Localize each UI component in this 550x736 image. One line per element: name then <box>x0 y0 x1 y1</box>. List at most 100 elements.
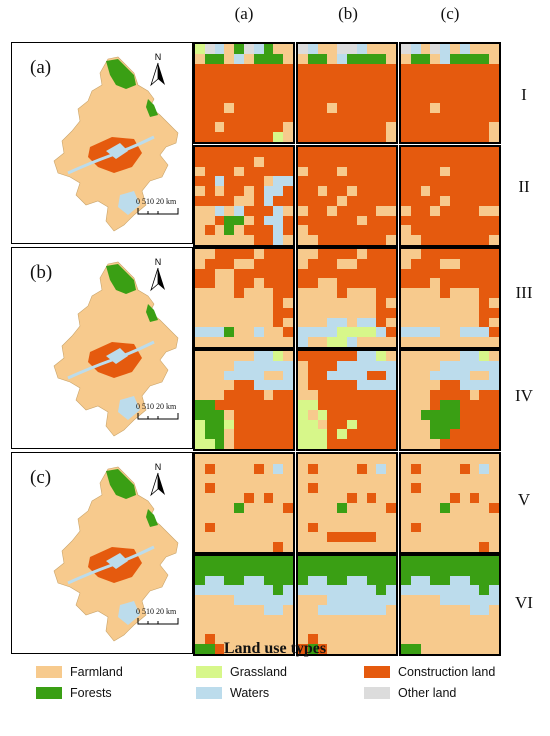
land-cell <box>253 225 264 236</box>
land-cell <box>459 634 470 645</box>
land-cell <box>386 585 396 596</box>
land-cell <box>273 44 284 54</box>
land-cell <box>298 439 308 449</box>
land-cell <box>366 390 377 400</box>
land-cell <box>450 249 460 259</box>
land-cell <box>253 258 264 269</box>
land-cell <box>195 565 205 576</box>
land-cell <box>430 390 441 400</box>
land-cell <box>195 605 205 615</box>
land-cell <box>489 205 499 216</box>
land-cell <box>317 44 328 54</box>
land-cell <box>376 380 387 391</box>
land-cell <box>317 360 328 371</box>
land-cell <box>253 493 264 503</box>
land-cell <box>420 542 431 552</box>
land-cell <box>273 493 284 503</box>
land-cell <box>489 337 499 347</box>
land-cell <box>489 53 499 64</box>
land-cell <box>386 634 396 645</box>
land-cell <box>401 298 411 308</box>
land-cell <box>450 156 460 167</box>
land-cell <box>263 249 274 259</box>
land-cell <box>440 215 450 226</box>
land-cell <box>479 483 490 494</box>
land-cell <box>386 351 396 361</box>
land-cell <box>459 268 470 279</box>
land-cell <box>214 249 225 259</box>
land-cell <box>244 624 254 635</box>
land-cell <box>366 360 377 371</box>
land-cell <box>469 634 480 645</box>
land-cell <box>273 63 284 74</box>
land-cell <box>307 307 318 318</box>
land-cell <box>244 370 254 381</box>
land-cell <box>214 83 225 93</box>
land-cell <box>420 429 431 440</box>
land-cell <box>366 132 377 142</box>
overview-map-a: (a) N 0 510 20 km <box>11 42 193 244</box>
land-cell <box>224 53 235 64</box>
legend-item-other-land: Other land <box>364 686 456 700</box>
land-cell <box>327 298 338 308</box>
land-cell <box>410 454 421 464</box>
land-cell <box>440 522 450 533</box>
land-cell <box>224 63 235 74</box>
land-cell <box>263 439 274 449</box>
land-cell <box>430 278 441 289</box>
land-cell <box>459 176 470 187</box>
land-cell <box>253 614 264 625</box>
land-cell <box>298 327 308 338</box>
land-cell <box>214 614 225 625</box>
tile-V-c <box>399 452 501 554</box>
land-cell <box>195 102 205 113</box>
land-cell <box>420 147 431 157</box>
land-cell <box>253 419 264 430</box>
land-cell <box>234 225 244 236</box>
land-cell <box>459 614 470 625</box>
land-cell <box>440 225 450 236</box>
land-cell <box>450 186 460 196</box>
land-cell <box>253 288 264 298</box>
land-cell <box>386 419 396 430</box>
land-cell <box>356 585 367 596</box>
land-cell <box>224 575 235 586</box>
land-cell <box>204 439 215 449</box>
land-cell <box>244 73 254 84</box>
land-cell <box>376 307 387 318</box>
land-cell <box>347 298 357 308</box>
land-cell <box>195 532 205 543</box>
land-cell <box>337 351 347 361</box>
land-cell <box>401 556 411 566</box>
land-cell <box>244 235 254 245</box>
legend-swatch <box>364 666 390 678</box>
land-cell <box>366 93 377 103</box>
land-cell <box>376 634 387 645</box>
land-cell <box>263 370 274 381</box>
land-cell <box>283 83 293 93</box>
land-cell <box>244 483 254 494</box>
land-cell <box>195 44 205 54</box>
land-cell <box>337 278 347 289</box>
land-cell <box>459 454 470 464</box>
north-arrow-graphic: N <box>150 462 165 497</box>
southern-waters <box>118 601 140 625</box>
land-cell <box>244 575 254 586</box>
land-cell <box>366 503 377 513</box>
scale-line <box>137 413 179 420</box>
land-cell <box>273 512 284 523</box>
land-cell <box>366 102 377 113</box>
land-cell <box>307 102 318 113</box>
land-cell <box>410 132 421 142</box>
land-cell <box>410 565 421 576</box>
land-cell <box>273 370 284 381</box>
land-cell <box>401 73 411 84</box>
land-cell <box>224 225 235 236</box>
land-cell <box>479 634 490 645</box>
land-cell <box>401 542 411 552</box>
land-cell <box>366 644 377 654</box>
land-cell <box>479 337 490 347</box>
land-cell <box>273 278 284 289</box>
land-cell <box>234 454 244 464</box>
land-cell <box>307 249 318 259</box>
